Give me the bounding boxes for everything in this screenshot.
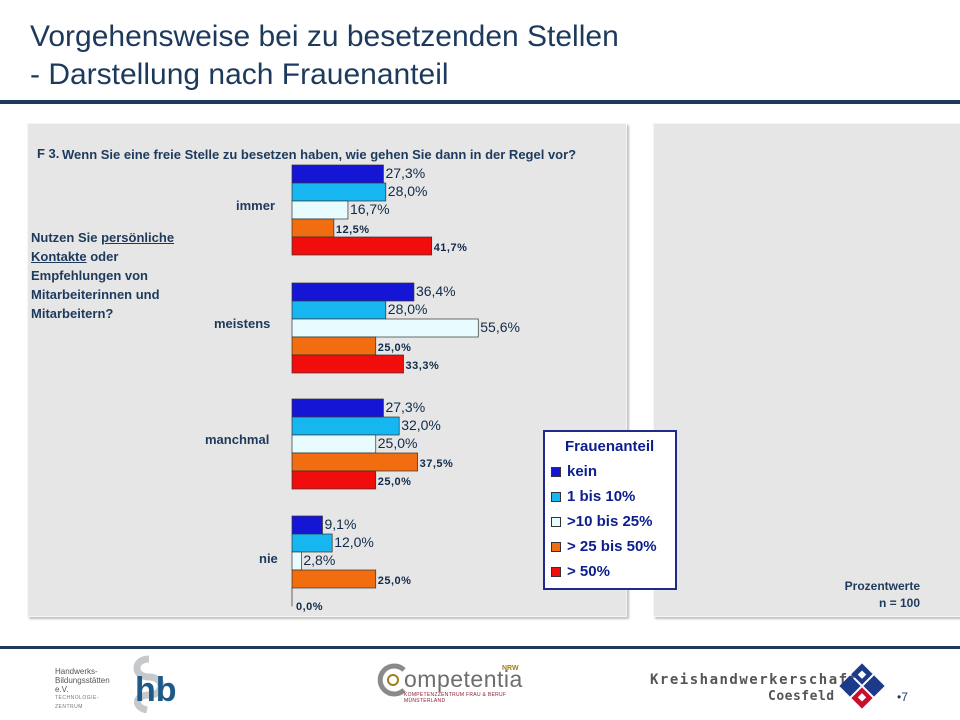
value-label-meistens-3: 25,0% (378, 342, 412, 354)
value-label-meistens-2: 55,6% (480, 319, 520, 335)
bar-nie-1 (291, 533, 333, 553)
value-label-nie-0: 9,1% (324, 516, 356, 532)
competentia-subtitle: KOMPETENZZENTRUM FRAU & BERUF MÜNSTERLAN… (404, 692, 506, 704)
competentia-subtitle-line2: MÜNSTERLAND (404, 698, 446, 704)
value-label-immer-1: 28,0% (388, 183, 428, 199)
value-label-nie-2: 2,8% (303, 552, 335, 568)
bar-nie-3 (291, 569, 377, 589)
bar-meistens-2 (291, 318, 479, 338)
bar-manchmal-0 (291, 398, 384, 418)
sub-question: Nutzen Sie persönliche Kontakte oder Emp… (31, 228, 211, 323)
value-label-manchmal-1: 32,0% (401, 417, 441, 433)
bar-nie-0 (291, 515, 323, 535)
hb-logo-line2: Bildungsstätten e.V. (55, 676, 110, 694)
legend-swatch-10-bis-25 (551, 516, 561, 527)
page-number: •7 (897, 690, 908, 704)
value-label-manchmal-2: 25,0% (378, 435, 418, 451)
kreishandwerkerschaft-emblem-icon (839, 663, 885, 709)
value-label-immer-2: 16,7% (350, 201, 390, 217)
category-label-manchmal: manchmal (205, 432, 270, 447)
bar-immer-1 (291, 182, 387, 202)
legend-label: >10 bis 25% (567, 513, 653, 530)
title-divider (0, 100, 960, 104)
legend-label: > 25 bis 50% (567, 538, 657, 555)
bar-manchmal-3 (291, 452, 418, 472)
value-label-nie-4: 0,0% (296, 601, 323, 613)
legend-swatch-1-bis-10 (551, 491, 561, 502)
competentia-region: NRW (502, 665, 519, 672)
value-label-immer-4: 41,7% (434, 242, 468, 254)
bar-nie-2 (291, 551, 302, 571)
sub-question-underlined: persönliche Kontakte (31, 230, 175, 264)
svg-text:hb: hb (135, 671, 177, 709)
bar-immer-2 (291, 200, 349, 220)
bar-meistens-3 (291, 336, 377, 356)
kreishandwerkerschaft-city: Coesfeld (768, 689, 835, 704)
value-label-nie-3: 25,0% (378, 575, 412, 587)
legend-item-over-50: > 50% (551, 559, 675, 584)
side-panel (653, 123, 960, 617)
legend-item-1-bis-10: 1 bis 10% (551, 484, 675, 509)
value-label-meistens-1: 28,0% (388, 301, 428, 317)
page-title-line1: Vorgehensweise bei zu besetzenden Stelle… (30, 20, 619, 53)
question-text: Wenn Sie eine freie Stelle zu besetzen h… (62, 147, 577, 162)
legend-item-10-bis-25: >10 bis 25% (551, 509, 675, 534)
hb-logo-line3: TECHNOLOGIE-ZENTRUM (55, 695, 100, 710)
value-label-manchmal-4: 25,0% (378, 476, 412, 488)
bar-meistens-4 (291, 354, 404, 374)
sub-question-before: Nutzen Sie (31, 230, 102, 245)
legend-label: > 50% (567, 563, 610, 580)
value-label-immer-3: 12,5% (336, 224, 370, 236)
bar-meistens-1 (291, 300, 387, 320)
legend-item-kein: kein (551, 459, 675, 484)
competentia-name: ompetentia (404, 666, 523, 692)
page-title: Vorgehensweise bei zu besetzenden Stelle… (30, 18, 619, 94)
kreishandwerkerschaft-name: Kreishandwerkerschaft (650, 672, 859, 688)
category-label-meistens: meistens (214, 316, 271, 331)
footnote: Prozentwerte n = 100 (780, 578, 920, 612)
hb-logo-text: Handwerks- Bildungsstätten e.V. TECHNOLO… (55, 667, 125, 712)
category-label-immer: immer (236, 198, 276, 213)
legend-item-25-bis-50: > 25 bis 50% (551, 534, 675, 559)
bar-immer-0 (291, 164, 384, 184)
bar-immer-3 (291, 218, 335, 238)
chart-legend: Frauenanteil kein 1 bis 10% >10 bis 25% … (543, 430, 677, 590)
legend-label: kein (567, 463, 598, 480)
legend-label: 1 bis 10% (567, 488, 636, 505)
page-title-line2: - Darstellung nach Frauenanteil (30, 58, 449, 91)
value-label-meistens-4: 33,3% (406, 360, 440, 372)
bar-manchmal-4 (291, 470, 377, 490)
value-label-manchmal-3: 37,5% (420, 458, 454, 470)
legend-swatch-over-50 (551, 566, 561, 577)
footnote-sample-size: n = 100 (878, 596, 920, 610)
footnote-unit: Prozentwerte (844, 579, 920, 593)
kreishandwerkerschaft-logo: Kreishandwerkerschaft Coesfeld (650, 660, 890, 712)
legend-swatch-25-bis-50 (551, 541, 561, 552)
value-label-meistens-0: 36,4% (416, 283, 456, 299)
hb-logo: Handwerks- Bildungsstätten e.V. TECHNOLO… (55, 655, 185, 713)
footer-divider (0, 646, 960, 649)
hb-logo-line1: Handwerks- (55, 667, 98, 676)
category-label-nie: nie (259, 551, 278, 566)
question-number: F 3. (37, 146, 60, 161)
competentia-c-icon (377, 663, 406, 697)
bar-manchmal-2 (291, 434, 377, 454)
legend-title: Frauenanteil (565, 438, 655, 455)
sub-question-after: oder Empfehlungen von Mitarbeiterinnen u… (31, 249, 160, 321)
bar-meistens-0 (291, 282, 415, 302)
legend-swatch-kein (551, 466, 561, 477)
bar-manchmal-1 (291, 416, 400, 436)
value-label-nie-1: 12,0% (334, 534, 374, 550)
competentia-subtitle-line1: KOMPETENZZENTRUM FRAU & BERUF (404, 692, 507, 698)
competentia-logo: ompetentia NRW KOMPETENZZENTRUM FRAU & B… (376, 662, 536, 706)
value-label-immer-0: 27,3% (385, 165, 425, 181)
hb-logo-mark-icon: hb (133, 655, 177, 713)
bar-immer-4 (291, 236, 433, 256)
value-label-manchmal-0: 27,3% (385, 399, 425, 415)
